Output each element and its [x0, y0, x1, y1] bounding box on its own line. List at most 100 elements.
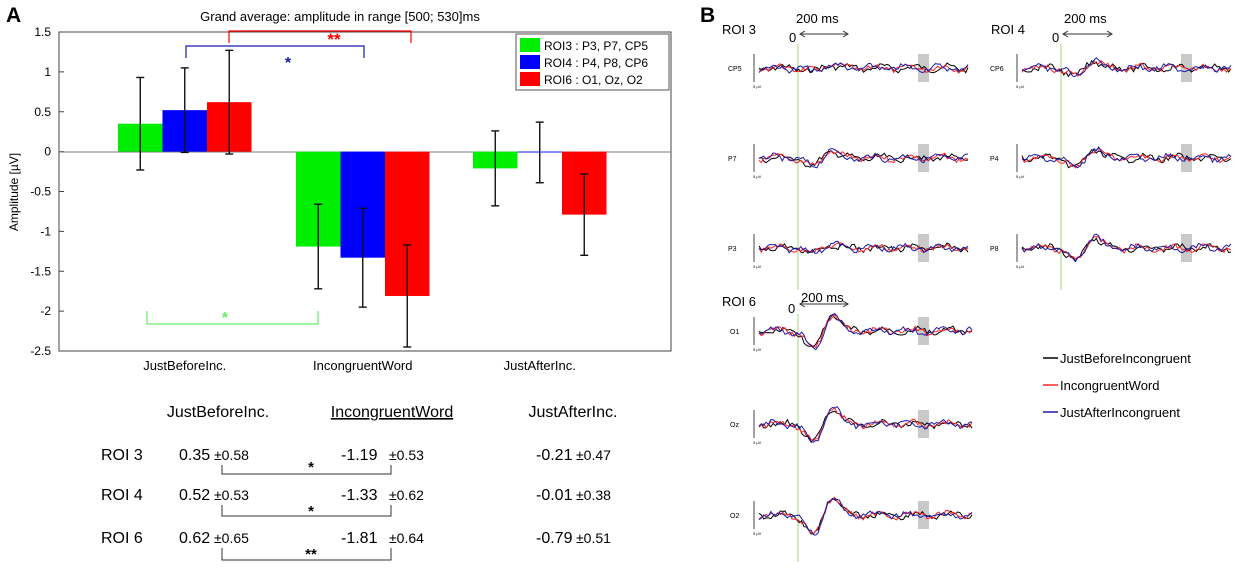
- y-ticks: 1.5 1 0.5 0 -0.5 -1 -1.5 -2 -2.5: [30, 25, 64, 358]
- y-axis-label: Amplitude [µV]: [7, 153, 21, 231]
- table-header-incongruent: IncongruentWord: [331, 404, 453, 421]
- electrode-label: Oz: [730, 422, 739, 429]
- sig-bracket-green: [146, 311, 319, 325]
- error-bars: [136, 49, 589, 348]
- erp-legend: JustBeforeIncongruent IncongruentWord Ju…: [1043, 351, 1191, 420]
- table-cell-sd: ±0.58: [214, 447, 249, 463]
- table-cell-sd: ±0.38: [576, 487, 611, 503]
- erp-trace: [758, 242, 969, 254]
- amplitude-scale-label: 5 µV: [1016, 174, 1025, 179]
- table-cell-value: -0.01: [536, 487, 573, 504]
- table-cell-value: 0.62: [179, 530, 210, 547]
- erp-trace: [1021, 59, 1232, 77]
- table-cell-sd: ±0.62: [389, 487, 424, 503]
- table-header-before: JustBeforeInc.: [167, 404, 269, 421]
- legend-label-before: JustBeforeIncongruent: [1060, 351, 1191, 366]
- roi4-scale-label: 200 ms: [1064, 11, 1107, 26]
- amplitude-scale-label: 5 µV: [753, 174, 762, 179]
- table-sig-label: *: [308, 503, 314, 520]
- table-cell-value: -0.79: [536, 530, 573, 547]
- summary-table: JustBeforeInc. IncongruentWord JustAfter…: [101, 404, 617, 563]
- legend-swatch-roi6: [520, 72, 540, 86]
- table-row-roi-label: ROI 3: [101, 447, 143, 464]
- erp-plots: CP5 P7 P3 CP6 P4 P8 O1 Oz O2 5 µV 5 µV 5 µ…: [728, 54, 1232, 536]
- roi3-scale-label: 200 ms: [796, 11, 839, 26]
- amplitude-scale-label: 5 µV: [1016, 84, 1025, 89]
- electrode-label: P4: [990, 156, 999, 163]
- erp-trace: [1021, 233, 1232, 263]
- legend-box: [515, 33, 670, 91]
- roi6-zero-label: 0: [788, 301, 795, 316]
- y-tick-label: 0: [44, 145, 51, 159]
- roi4-zero-label: 0: [1052, 30, 1059, 45]
- legend-label-roi6: ROI6 : O1, Oz, O2: [544, 73, 643, 87]
- erp-trace: [758, 242, 969, 254]
- x-tick-labels: JustBeforeInc. IncongruentWord JustAfterIn…: [143, 358, 576, 373]
- amplitude-scale-label: 5 µV: [753, 440, 762, 445]
- analysis-window: [918, 501, 929, 529]
- erp-trace: [758, 405, 973, 443]
- table-cell-sd: ±0.47: [576, 447, 611, 463]
- electrode-label: CP5: [728, 66, 742, 73]
- electrode-label: P7: [728, 156, 737, 163]
- sig-label-red: **: [327, 30, 341, 49]
- table-cell-sd: ±0.53: [389, 447, 424, 463]
- x-tick-label: JustBeforeInc.: [143, 358, 226, 373]
- legend: ROI3 : P3, P7, CP5 ROI4 : P4, P8, CP6 RO…: [515, 33, 670, 91]
- erp-trace: [758, 62, 969, 74]
- table-cell-value: 0.52: [179, 487, 210, 504]
- chart-title: Grand average: amplitude in range [500; …: [200, 9, 480, 24]
- legend-label-incongruent: IncongruentWord: [1060, 378, 1160, 393]
- roi3-time-arrow: [799, 30, 849, 38]
- amplitude-scale-label: 5 µV: [753, 264, 762, 269]
- legend-swatch-roi3: [520, 38, 540, 52]
- panel-b-label: B: [700, 4, 715, 27]
- electrode-label: P3: [728, 246, 737, 253]
- table-row-roi-label: ROI 4: [101, 487, 143, 504]
- table-cell-sd: ±0.51: [576, 530, 611, 546]
- y-tick-label: -1.5: [30, 264, 51, 278]
- sig-bracket-red: [228, 30, 412, 43]
- legend-label-roi3: ROI3 : P3, P7, CP5: [544, 39, 648, 53]
- y-tick-label: -2: [40, 304, 51, 318]
- electrode-label: O2: [730, 513, 739, 520]
- erp-trace: [758, 498, 973, 536]
- table-row-roi-label: ROI 6: [101, 530, 143, 547]
- table-sig-bracket: [221, 548, 392, 561]
- roi3-title: ROI 3: [722, 22, 756, 37]
- legend-label-roi4: ROI4 : P4, P8, CP6: [544, 56, 648, 70]
- x-tick-label: JustAfterInc.: [504, 358, 576, 373]
- erp-trace: [758, 148, 969, 169]
- amplitude-scale-label: 5 µV: [753, 531, 762, 536]
- y-tick-label: -2.5: [30, 344, 51, 358]
- y-tick-label: 1: [44, 65, 51, 79]
- bar-chart: Grand average: amplitude in range [500; …: [7, 9, 672, 373]
- erp-trace: [1021, 148, 1232, 169]
- erp-panel: ROI 3 200 ms 0 ROI 4 200 ms 0 ROI 6 200 …: [722, 11, 1232, 562]
- sig-label-blue: *: [285, 55, 292, 72]
- analysis-window: [1181, 234, 1192, 262]
- table-cell-value: -0.21: [536, 447, 573, 464]
- table-cell-value: -1.33: [341, 487, 378, 504]
- analysis-window: [918, 54, 929, 82]
- table-sig-label: **: [305, 546, 317, 563]
- table-cell-sd: ±0.53: [214, 487, 249, 503]
- amplitude-scale-label: 5 µV: [753, 347, 762, 352]
- sig-label-green: *: [222, 310, 229, 327]
- table-sig-bracket: [221, 505, 392, 517]
- erp-trace: [1021, 148, 1232, 169]
- analysis-window: [918, 144, 929, 172]
- legend-swatch-roi4: [520, 55, 540, 69]
- erp-trace: [758, 312, 973, 351]
- amplitude-scale-label: 5 µV: [753, 84, 762, 89]
- y-tick-label: -1: [40, 224, 51, 238]
- roi6-scale-label: 200 ms: [801, 290, 844, 305]
- table-cell-sd: ±0.64: [389, 530, 424, 546]
- electrode-label: P8: [990, 246, 999, 253]
- electrode-label: O1: [730, 329, 739, 336]
- table-header-after: JustAfterInc.: [529, 404, 618, 421]
- roi6-time-arrow: [799, 300, 849, 308]
- erp-trace: [758, 313, 973, 349]
- legend-label-after: JustAfterIncongruent: [1060, 405, 1180, 420]
